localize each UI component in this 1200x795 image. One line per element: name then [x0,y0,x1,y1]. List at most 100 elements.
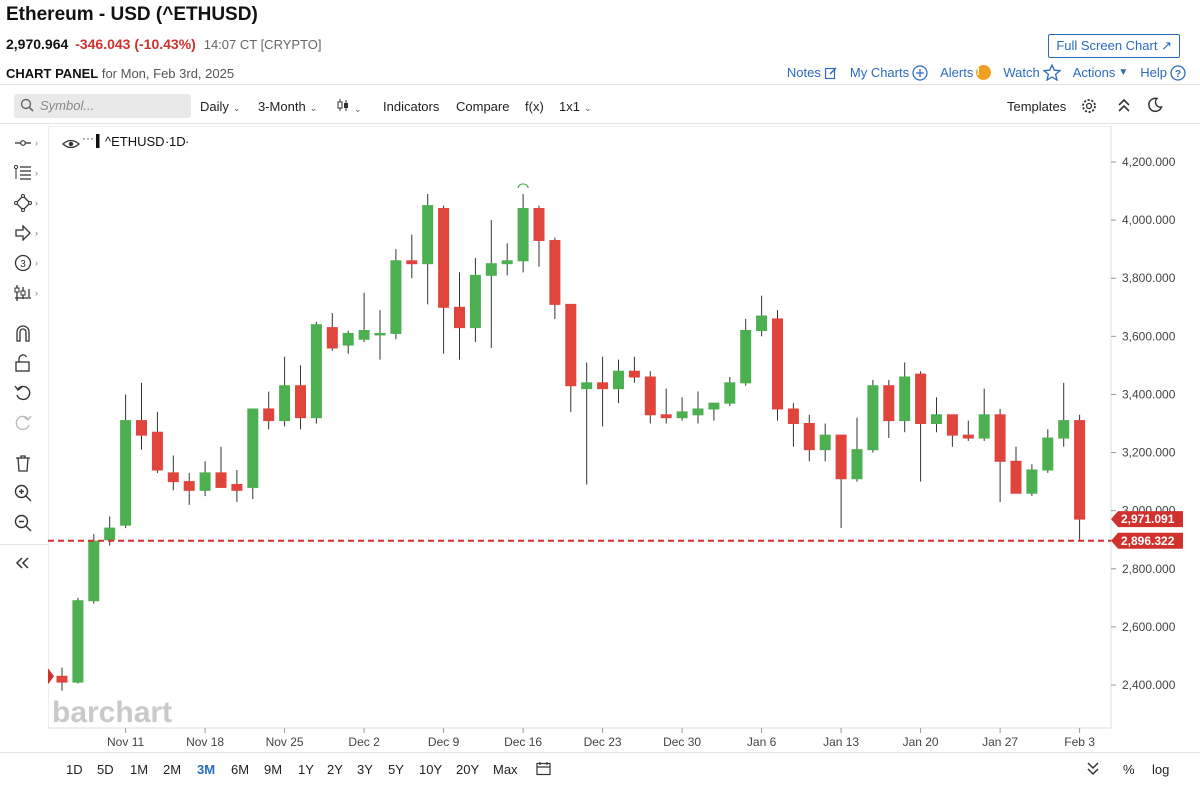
candle-up [1026,469,1038,494]
help-link[interactable]: Help ? [1140,64,1186,81]
zoom-in-icon [14,484,32,502]
y-tick-label: 3,600.000 [1122,329,1176,343]
expand-bottom-button[interactable] [1086,760,1100,779]
page-title: Ethereum - USD (^ETHUSD) [6,4,258,25]
alerts-link[interactable]: Alerts ! [940,65,992,80]
symbol-search-input[interactable]: Symbol... [14,94,191,118]
barchart-watermark: barchart [52,696,172,729]
chevron-right-icon: › [35,138,38,148]
notes-label: Notes [786,65,821,80]
range-bar: % log 1D 5D 1M 2M 3M 6M 9M 1Y 2Y 3Y 5Y 10Y 20Y Max [0,756,1200,786]
candle-up [517,207,529,262]
candle-down [835,434,847,480]
x-tick-label: Dec 2 [348,735,380,749]
collapse-tools-button[interactable] [14,552,40,574]
my-charts-label: My Charts [849,65,910,80]
layout-label: 1x1 [559,99,580,114]
date-picker-button[interactable] [536,761,551,779]
layout-dropdown[interactable]: 1x1 ⌄ [559,99,592,114]
candle-down [136,420,147,436]
my-charts-link[interactable]: My Charts [849,64,928,81]
measure-tool-button[interactable]: › [14,282,40,304]
counter-tool-button[interactable]: 3 › [14,252,40,274]
range-button-3m[interactable]: 3M [197,762,216,777]
range-button-3y[interactable]: 3Y [357,762,373,777]
candle-down [644,376,656,416]
zoom-in-button[interactable] [14,482,40,504]
range-button-1d[interactable]: 1D [66,762,83,777]
interval-label: Daily [200,99,229,114]
candle-up [899,376,911,422]
indicators-button[interactable]: Indicators [383,99,440,114]
fib-tool-button[interactable]: › [14,162,40,184]
candlestick-icon [337,99,348,111]
candle-down [994,414,1006,462]
candle-up [501,260,513,265]
log-scale-button[interactable]: log [1152,762,1170,777]
percent-scale-button[interactable]: % [1123,762,1135,777]
candle-down [915,373,927,425]
compare-button[interactable]: Compare [456,99,510,114]
chevron-right-icon: › [35,228,38,238]
range-button-5y[interactable]: 5Y [388,762,404,777]
range-button-2m[interactable]: 2M [163,762,182,777]
line-tool-button[interactable]: › [14,132,40,154]
candle-up [581,382,593,390]
notes-link[interactable]: Notes [787,65,838,80]
range-button-6m[interactable]: 6M [231,762,250,777]
collapse-toolbar-button[interactable] [1117,97,1131,116]
range-button-max[interactable]: Max [493,762,518,777]
gear-icon [1082,99,1096,113]
range-button-5d[interactable]: 5D [97,762,114,777]
full-screen-chart-button[interactable]: Full Screen Chart ↗ [1048,34,1180,58]
chevron-down-icon: ⌄ [354,104,362,114]
chart-panel-title: CHART PANEL [6,66,99,81]
symbol-legend[interactable]: ··· ^ETHUSD · 1D · [62,131,189,149]
arrow-right-icon [15,225,31,241]
range-button-2y[interactable]: 2Y [327,762,343,777]
interval-dropdown[interactable]: Daily ⌄ [200,99,240,114]
lock-button[interactable] [14,352,40,374]
candle-down [628,370,640,378]
candle-up [1042,437,1054,471]
arrow-tool-button[interactable]: › [14,222,40,244]
magnet-button[interactable] [14,322,40,344]
delete-drawings-button[interactable] [14,452,40,474]
candlestick-chart[interactable]: barchart ··· ^ETHUSD · 1D · 4,200.000 4,0… [47,125,1183,756]
dark-mode-toggle[interactable] [1147,97,1163,116]
last-price-label: 2,971.091 [1121,512,1175,526]
range-button-1y[interactable]: 1Y [298,762,314,777]
candle-down [263,408,275,422]
watch-link[interactable]: Watch [1003,64,1061,81]
chart-type-dropdown[interactable]: ⌄ [336,98,362,115]
candle-up [310,324,322,419]
x-tick-label: Jan 6 [747,735,777,749]
zoom-out-button[interactable] [14,512,40,534]
redo-button[interactable] [14,412,40,434]
undo-button[interactable] [14,382,40,404]
range-dropdown[interactable]: 3-Month ⌄ [258,99,317,114]
shape-tool-button[interactable]: › [14,192,40,214]
candle-up [867,385,879,451]
magnet-icon [16,325,30,342]
candle-up [613,370,624,390]
range-button-1m[interactable]: 1M [130,762,149,777]
price-change: -346.043 (-10.43%) [75,36,196,52]
candle-down [883,385,895,422]
symbol-placeholder: Symbol... [40,98,95,113]
chevron-down-icon: ⌄ [309,103,318,113]
function-button[interactable]: f(x) [525,99,544,114]
range-button-10y[interactable]: 10Y [419,762,443,777]
actions-menu[interactable]: Actions ▼ [1073,65,1129,80]
chart-panel-date: for Mon, Feb 3rd, 2025 [101,66,235,81]
edit-icon [824,67,837,79]
templates-button[interactable]: Templates [1007,99,1067,114]
price-chart[interactable]: barchart ··· ^ETHUSD · 1D · 4,200.000 4,0… [47,125,1183,761]
settings-button[interactable] [1081,98,1097,117]
range-button-20y[interactable]: 20Y [456,762,480,777]
legend-interval-suffix: · [185,134,189,149]
high-marker [517,183,529,189]
range-button-9m[interactable]: 9M [264,762,283,777]
candle-down [533,207,545,241]
candle-up [931,414,942,424]
